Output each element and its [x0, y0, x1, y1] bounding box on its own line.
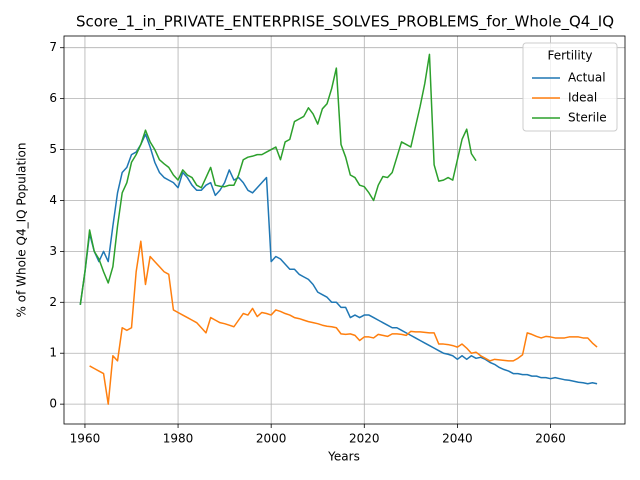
legend-box: [522, 42, 618, 132]
x-axis-label: Years: [327, 450, 360, 464]
y-tick-label: 7: [49, 40, 57, 54]
legend-title: Fertility: [547, 49, 592, 63]
plot-frame: [63, 35, 626, 425]
chart-title: Score_1_in_PRIVATE_ENTERPRISE_SOLVES_PRO…: [76, 13, 614, 32]
x-tick-label: 2040: [442, 432, 473, 446]
line-series: [79, 53, 477, 305]
legend-label: Sterile: [568, 111, 607, 125]
y-tick-label: 0: [49, 397, 57, 411]
line-series: [79, 133, 598, 385]
x-tick-label: 2060: [535, 432, 566, 446]
legend-label: Ideal: [568, 91, 597, 105]
line-series: [89, 240, 598, 405]
y-tick-label: 2: [49, 295, 57, 309]
y-axis-label: % of Whole Q4_IQ Population: [15, 143, 29, 318]
legend-label: Actual: [568, 71, 606, 85]
x-tick-label: 1980: [163, 432, 194, 446]
y-tick-label: 3: [49, 244, 57, 258]
y-tick-label: 1: [49, 346, 57, 360]
y-tick-label: 6: [49, 91, 57, 105]
x-tick-label: 2020: [349, 432, 380, 446]
y-tick-label: 4: [49, 193, 57, 207]
x-tick-label: 1960: [70, 432, 101, 446]
x-tick-label: 2000: [256, 432, 287, 446]
y-tick-label: 5: [49, 142, 57, 156]
